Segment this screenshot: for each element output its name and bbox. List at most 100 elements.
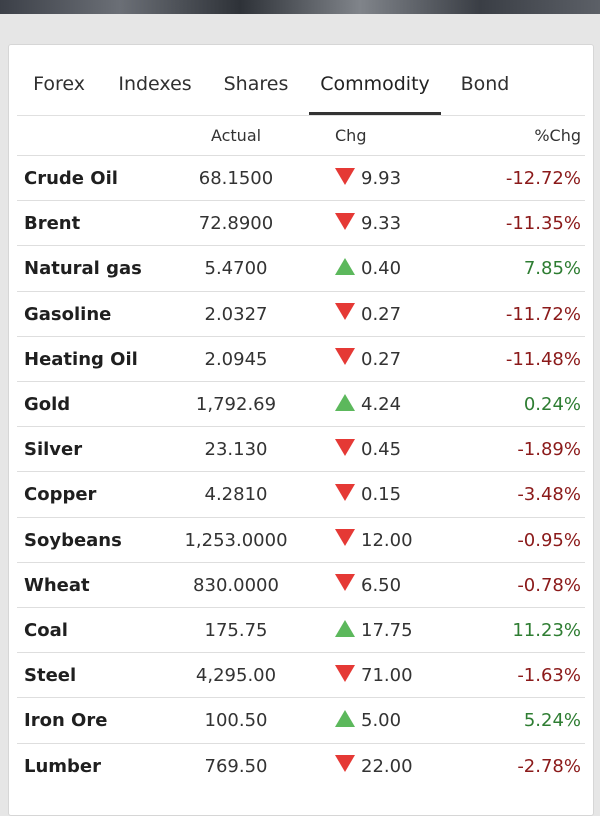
change-cell: 22.00 xyxy=(335,744,413,790)
arrow-down-icon xyxy=(335,664,355,682)
commodity-name: Wheat xyxy=(24,574,90,596)
table-row[interactable]: Wheat 830.0000 6.50 -0.78% xyxy=(17,561,585,609)
change-value: 0.45 xyxy=(361,439,402,461)
commodity-name: Iron Ore xyxy=(24,710,108,732)
actual-value: 2.0327 xyxy=(204,303,268,325)
change-value: 5.00 xyxy=(361,710,402,732)
commodity-name: Brent xyxy=(24,213,81,235)
commodity-name: Lumber xyxy=(24,755,102,777)
table-row[interactable]: Gold 1,792.69 4.24 0.24% xyxy=(17,381,585,427)
change-cell: 0.27 xyxy=(335,337,401,383)
change-cell: 9.33 xyxy=(335,201,401,247)
percent-change: -2.78% xyxy=(517,755,581,777)
percent-change: 11.23% xyxy=(512,620,581,641)
table-row[interactable]: Coal 175.75 17.75 11.23% xyxy=(17,607,585,653)
change-cell: 0.27 xyxy=(335,292,401,338)
tab-indexes[interactable]: Indexes xyxy=(118,73,192,95)
change-value: 17.75 xyxy=(361,620,413,641)
change-value: 0.27 xyxy=(361,303,402,325)
arrow-up-icon xyxy=(335,619,355,637)
percent-change: -1.89% xyxy=(517,439,581,461)
change-value: 9.93 xyxy=(361,168,402,189)
actual-value: 1,253.0000 xyxy=(184,529,288,551)
actual-value: 100.50 xyxy=(204,710,268,732)
arrow-down-icon xyxy=(335,438,355,456)
arrow-down-icon xyxy=(335,167,355,185)
commodity-name: Gold xyxy=(24,394,71,415)
column-header-pct-chg: %Chg xyxy=(534,126,581,145)
actual-value: 5.4700 xyxy=(204,258,268,280)
percent-change: -11.72% xyxy=(505,303,581,325)
commodity-name: Gasoline xyxy=(24,303,112,325)
percent-change: -3.48% xyxy=(517,484,581,506)
table-row[interactable]: Heating Oil 2.0945 0.27 -11.48% xyxy=(17,335,585,383)
percent-change: 7.85% xyxy=(523,258,581,280)
tab-shares[interactable]: Shares xyxy=(223,73,289,95)
change-value: 6.50 xyxy=(361,574,402,596)
change-cell: 0.45 xyxy=(335,427,401,473)
commodity-name: Soybeans xyxy=(24,529,122,551)
column-header-chg: Chg xyxy=(335,126,367,145)
change-value: 12.00 xyxy=(361,529,413,551)
market-tabs: Forex Indexes Shares Commodity Bond xyxy=(9,45,593,115)
change-value: 71.00 xyxy=(361,665,413,687)
column-header-actual: Actual xyxy=(210,126,262,145)
actual-value: 830.0000 xyxy=(193,574,279,596)
arrow-down-icon xyxy=(335,483,355,501)
change-value: 0.40 xyxy=(361,258,402,280)
table-row[interactable]: Silver 23.130 0.45 -1.89% xyxy=(17,426,585,472)
table-row[interactable]: Crude Oil 68.1500 9.93 -12.72% xyxy=(17,155,585,201)
table-row[interactable]: Lumber 769.50 22.00 -2.78% xyxy=(17,742,585,790)
change-cell: 6.50 xyxy=(335,563,401,609)
change-value: 9.33 xyxy=(361,213,402,235)
change-cell: 0.40 xyxy=(335,246,401,292)
change-cell: 12.00 xyxy=(335,518,413,564)
change-cell: 9.93 xyxy=(335,156,401,202)
change-cell: 71.00 xyxy=(335,653,413,699)
commodity-name: Natural gas xyxy=(24,258,142,280)
actual-value: 769.50 xyxy=(204,755,268,777)
percent-change: 0.24% xyxy=(523,394,581,415)
percent-change: -0.78% xyxy=(517,574,581,596)
tab-bond[interactable]: Bond xyxy=(460,73,510,95)
actual-value: 4,295.00 xyxy=(195,665,277,687)
change-cell: 17.75 xyxy=(335,608,413,654)
percent-change: -11.35% xyxy=(505,213,581,235)
arrow-down-icon xyxy=(335,755,355,773)
percent-change: 5.24% xyxy=(523,710,581,732)
actual-value: 23.130 xyxy=(204,439,268,461)
table-row[interactable]: Steel 4,295.00 71.00 -1.63% xyxy=(17,652,585,698)
arrow-up-icon xyxy=(335,257,355,275)
commodity-name: Heating Oil xyxy=(24,348,138,370)
actual-value: 2.0945 xyxy=(204,348,268,370)
table-row[interactable]: Copper 4.2810 0.15 -3.48% xyxy=(17,471,585,517)
table-row[interactable]: Brent 72.8900 9.33 -11.35% xyxy=(17,200,585,246)
percent-change: -12.72% xyxy=(505,168,581,189)
market-card: Forex Indexes Shares Commodity Bond Actu… xyxy=(8,44,594,816)
table-header: Actual Chg %Chg xyxy=(17,115,585,158)
tab-forex[interactable]: Forex xyxy=(33,73,85,95)
change-cell: 5.00 xyxy=(335,698,401,744)
percent-change: -0.95% xyxy=(517,529,581,551)
actual-value: 175.75 xyxy=(204,620,268,641)
arrow-up-icon xyxy=(335,393,355,411)
table-row[interactable]: Natural gas 5.4700 0.40 7.85% xyxy=(17,245,585,291)
change-cell: 0.15 xyxy=(335,472,401,518)
arrow-down-icon xyxy=(335,212,355,230)
change-value: 22.00 xyxy=(361,755,413,777)
table-row[interactable]: Soybeans 1,253.0000 12.00 -0.95% xyxy=(17,516,585,564)
actual-value: 4.2810 xyxy=(204,484,268,506)
actual-value: 1,792.69 xyxy=(195,394,277,415)
commodity-name: Crude Oil xyxy=(24,168,118,189)
change-value: 0.27 xyxy=(361,348,402,370)
commodity-name: Coal xyxy=(24,620,68,641)
arrow-up-icon xyxy=(335,709,355,727)
actual-value: 68.1500 xyxy=(198,168,274,189)
tab-commodity[interactable]: Commodity xyxy=(320,73,430,95)
change-cell: 4.24 xyxy=(335,382,401,428)
actual-value: 72.8900 xyxy=(198,213,274,235)
table-row[interactable]: Gasoline 2.0327 0.27 -11.72% xyxy=(17,290,585,338)
commodity-name: Steel xyxy=(24,665,77,687)
percent-change: -11.48% xyxy=(505,348,581,370)
table-row[interactable]: Iron Ore 100.50 5.00 5.24% xyxy=(17,697,585,743)
